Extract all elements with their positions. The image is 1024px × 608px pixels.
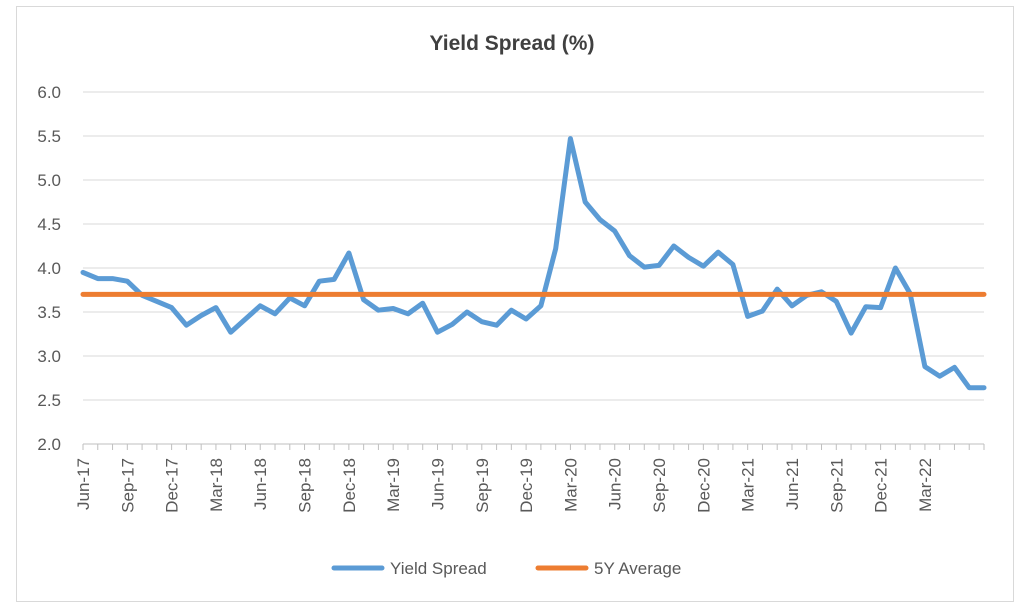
y-tick-label: 4.0	[37, 259, 61, 278]
legend-label: 5Y Average	[594, 559, 681, 578]
y-tick-label: 3.0	[37, 347, 61, 366]
y-tick-label: 2.0	[37, 435, 61, 454]
x-tick-label: Sep-18	[296, 458, 315, 513]
x-tick-label: Sep-17	[118, 458, 137, 513]
x-tick-label: Sep-19	[473, 458, 492, 513]
x-tick-label: Sep-21	[827, 458, 846, 513]
legend-label: Yield Spread	[390, 559, 487, 578]
series-lines	[80, 136, 987, 391]
x-tick-label: Dec-20	[694, 458, 713, 513]
x-tick-label: Dec-19	[517, 458, 536, 513]
chart-frame	[16, 6, 1014, 602]
x-tick-label: Sep-20	[650, 458, 669, 513]
x-tick-label: Mar-19	[384, 458, 403, 512]
x-tick-label: Mar-22	[916, 458, 935, 512]
x-tick-label: Mar-18	[207, 458, 226, 512]
x-tick-label: Jun-21	[783, 458, 802, 510]
x-tick-label: Jun-18	[251, 458, 270, 510]
x-tick-label: Jun-19	[428, 458, 447, 510]
y-tick-label: 5.0	[37, 171, 61, 190]
y-tick-label: 3.5	[37, 303, 61, 322]
x-tick-label: Mar-20	[561, 458, 580, 512]
x-tick-label: Jun-17	[74, 458, 93, 510]
chart-title: Yield Spread (%)	[430, 32, 595, 55]
legend: Yield Spread 5Y Average	[331, 559, 681, 578]
x-tick-label: Dec-21	[872, 458, 891, 513]
gridlines	[83, 91, 984, 445]
y-axis: 6.0 5.5 5.0 4.5 4.0 3.5 3.0 2.5 2.0	[37, 83, 61, 454]
x-tick-label: Jun-20	[606, 458, 625, 510]
x-tick-label: Dec-17	[163, 458, 182, 513]
y-tick-label: 5.5	[37, 127, 61, 146]
x-tick-label: Dec-18	[340, 458, 359, 513]
y-tick-label: 2.5	[37, 391, 61, 410]
series-line-yield-spread	[80, 136, 987, 391]
y-tick-label: 4.5	[37, 215, 61, 234]
x-tick-label: Mar-21	[739, 458, 758, 512]
x-axis: Jun-17 Sep-17 Dec-17 Mar-18 Jun-18 Sep-18 Dec-…	[74, 444, 985, 513]
y-tick-label: 6.0	[37, 83, 61, 102]
